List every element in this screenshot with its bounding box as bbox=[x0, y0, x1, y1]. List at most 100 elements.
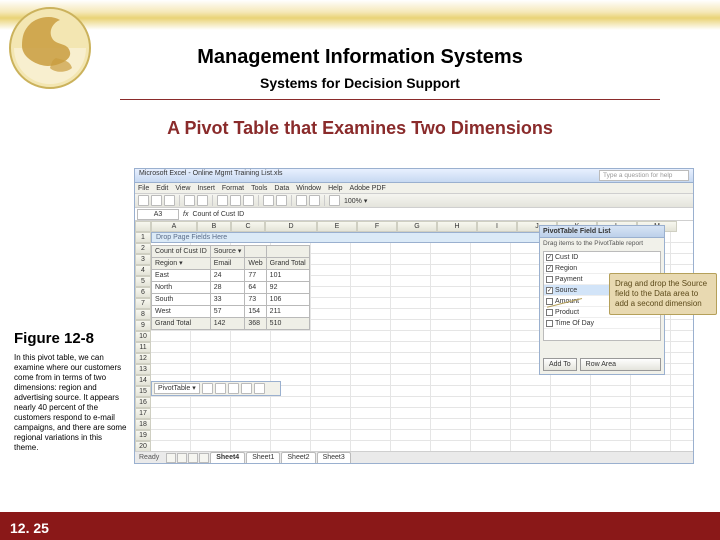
menu-edit[interactable]: Edit bbox=[156, 185, 168, 192]
chart-icon[interactable] bbox=[329, 195, 340, 206]
tab-nav-next[interactable] bbox=[188, 453, 198, 463]
footer-bar: 12. 25 bbox=[0, 512, 720, 540]
tab-sheet2[interactable]: Sheet2 bbox=[281, 452, 315, 463]
rowhead-7[interactable]: 7 bbox=[135, 298, 151, 309]
pivot-tb-icon1[interactable] bbox=[202, 383, 213, 394]
menu-insert[interactable]: Insert bbox=[197, 185, 215, 192]
pivot-tb-icon2[interactable] bbox=[215, 383, 226, 394]
fieldlist-title: PivotTable Field List bbox=[540, 226, 664, 238]
fieldlist-subtitle: Drag items to the PivotTable report bbox=[540, 238, 664, 249]
pivot-table: Count of Cust ID Source ▾ Region ▾ Email… bbox=[151, 245, 310, 330]
rowhead-14[interactable]: 14 bbox=[135, 375, 151, 386]
pivot-tb-icon4[interactable] bbox=[241, 383, 252, 394]
pivot-tb-icon3[interactable] bbox=[228, 383, 239, 394]
formula-bar: A3 fx Count of Cust ID bbox=[135, 208, 693, 221]
tab-sheet1[interactable]: Sheet1 bbox=[246, 452, 280, 463]
section-title: A Pivot Table that Examines Two Dimensio… bbox=[0, 118, 720, 139]
menu-tools[interactable]: Tools bbox=[251, 185, 267, 192]
pivot-row-east: East bbox=[152, 270, 211, 282]
excel-title-text: Microsoft Excel - Online Mgmt Training L… bbox=[139, 170, 283, 181]
redo-icon[interactable] bbox=[276, 195, 287, 206]
rowhead-6[interactable]: 6 bbox=[135, 287, 151, 298]
tab-sheet4[interactable]: Sheet4 bbox=[210, 452, 245, 463]
colhead-B[interactable]: B bbox=[197, 221, 231, 232]
rowhead-1[interactable]: 1 bbox=[135, 232, 151, 243]
rowhead-9[interactable]: 9 bbox=[135, 320, 151, 331]
rowhead-17[interactable]: 17 bbox=[135, 408, 151, 419]
menu-adobe[interactable]: Adobe PDF bbox=[350, 185, 386, 192]
decorative-topbar bbox=[0, 0, 720, 30]
rowhead-15[interactable]: 15 bbox=[135, 386, 151, 397]
select-all-button[interactable] bbox=[135, 221, 151, 232]
colhead-D[interactable]: D bbox=[265, 221, 317, 232]
pivot-cat-grand: Grand Total bbox=[266, 258, 309, 270]
formula-text[interactable]: Count of Cust ID bbox=[192, 211, 244, 218]
paste-icon[interactable] bbox=[243, 195, 254, 206]
save-icon[interactable] bbox=[164, 195, 175, 206]
pivot-col-source[interactable]: Source ▾ bbox=[210, 246, 245, 258]
rowhead-11[interactable]: 11 bbox=[135, 342, 151, 353]
pivot-row-west: West bbox=[152, 306, 211, 318]
colhead-G[interactable]: G bbox=[397, 221, 437, 232]
question-box[interactable]: Type a question for help bbox=[599, 170, 689, 181]
globe-icon bbox=[8, 6, 92, 95]
sort-asc-icon[interactable] bbox=[296, 195, 307, 206]
menu-window[interactable]: Window bbox=[296, 185, 321, 192]
pivot-col-count[interactable]: Count of Cust ID bbox=[152, 246, 211, 258]
pivot-cat-email: Email bbox=[210, 258, 245, 270]
colhead-C[interactable]: C bbox=[231, 221, 265, 232]
rowhead-3[interactable]: 3 bbox=[135, 254, 151, 265]
open-icon[interactable] bbox=[151, 195, 162, 206]
menu-help[interactable]: Help bbox=[328, 185, 342, 192]
page-title: Management Information Systems bbox=[0, 46, 720, 69]
drop-page-fields[interactable]: Drop Page Fields Here bbox=[151, 232, 551, 243]
colhead-H[interactable]: H bbox=[437, 221, 477, 232]
copy-icon[interactable] bbox=[230, 195, 241, 206]
tab-nav-first[interactable] bbox=[166, 453, 176, 463]
rowhead-12[interactable]: 12 bbox=[135, 353, 151, 364]
field-custid[interactable]: Cust ID bbox=[544, 252, 660, 263]
sort-desc-icon[interactable] bbox=[309, 195, 320, 206]
excel-window: Microsoft Excel - Online Mgmt Training L… bbox=[134, 168, 694, 464]
rowhead-10[interactable]: 10 bbox=[135, 331, 151, 342]
pivottable-dropdown[interactable]: PivotTable ▾ bbox=[154, 383, 200, 394]
colhead-A[interactable]: A bbox=[151, 221, 197, 232]
menu-data[interactable]: Data bbox=[274, 185, 289, 192]
title-rule bbox=[120, 99, 660, 100]
preview-icon[interactable] bbox=[197, 195, 208, 206]
undo-icon[interactable] bbox=[263, 195, 274, 206]
excel-menubar: File Edit View Insert Format Tools Data … bbox=[135, 183, 693, 194]
menu-file[interactable]: File bbox=[138, 185, 149, 192]
name-box[interactable]: A3 bbox=[137, 209, 179, 220]
pivot-row-south: South bbox=[152, 294, 211, 306]
rowhead-4[interactable]: 4 bbox=[135, 265, 151, 276]
colhead-I[interactable]: I bbox=[477, 221, 517, 232]
pivot-row-region[interactable]: Region ▾ bbox=[152, 258, 211, 270]
rowhead-16[interactable]: 16 bbox=[135, 397, 151, 408]
pivot-tb-icon5[interactable] bbox=[254, 383, 265, 394]
callout-box: Drag and drop the Source field to the Da… bbox=[609, 273, 717, 315]
cut-icon[interactable] bbox=[217, 195, 228, 206]
rowhead-19[interactable]: 19 bbox=[135, 430, 151, 441]
fx-icon[interactable]: fx bbox=[183, 211, 188, 218]
rowhead-13[interactable]: 13 bbox=[135, 364, 151, 375]
rowhead-8[interactable]: 8 bbox=[135, 309, 151, 320]
pivot-toolbar: PivotTable ▾ bbox=[151, 381, 281, 396]
rowhead-18[interactable]: 18 bbox=[135, 419, 151, 430]
rowhead-2[interactable]: 2 bbox=[135, 243, 151, 254]
zoom-value[interactable]: 100% ▾ bbox=[344, 197, 367, 205]
new-icon[interactable] bbox=[138, 195, 149, 206]
menu-format[interactable]: Format bbox=[222, 185, 244, 192]
tab-nav-last[interactable] bbox=[199, 453, 209, 463]
tab-nav-prev[interactable] bbox=[177, 453, 187, 463]
print-icon[interactable] bbox=[184, 195, 195, 206]
area-select[interactable]: Row Area bbox=[580, 358, 661, 371]
colhead-F[interactable]: F bbox=[357, 221, 397, 232]
rowhead-5[interactable]: 5 bbox=[135, 276, 151, 287]
tab-sheet3[interactable]: Sheet3 bbox=[317, 452, 351, 463]
add-to-button[interactable]: Add To bbox=[543, 358, 577, 371]
field-timeofday[interactable]: Time Of Day bbox=[544, 318, 660, 329]
pivot-cat-web: Web bbox=[245, 258, 266, 270]
menu-view[interactable]: View bbox=[175, 185, 190, 192]
colhead-E[interactable]: E bbox=[317, 221, 357, 232]
